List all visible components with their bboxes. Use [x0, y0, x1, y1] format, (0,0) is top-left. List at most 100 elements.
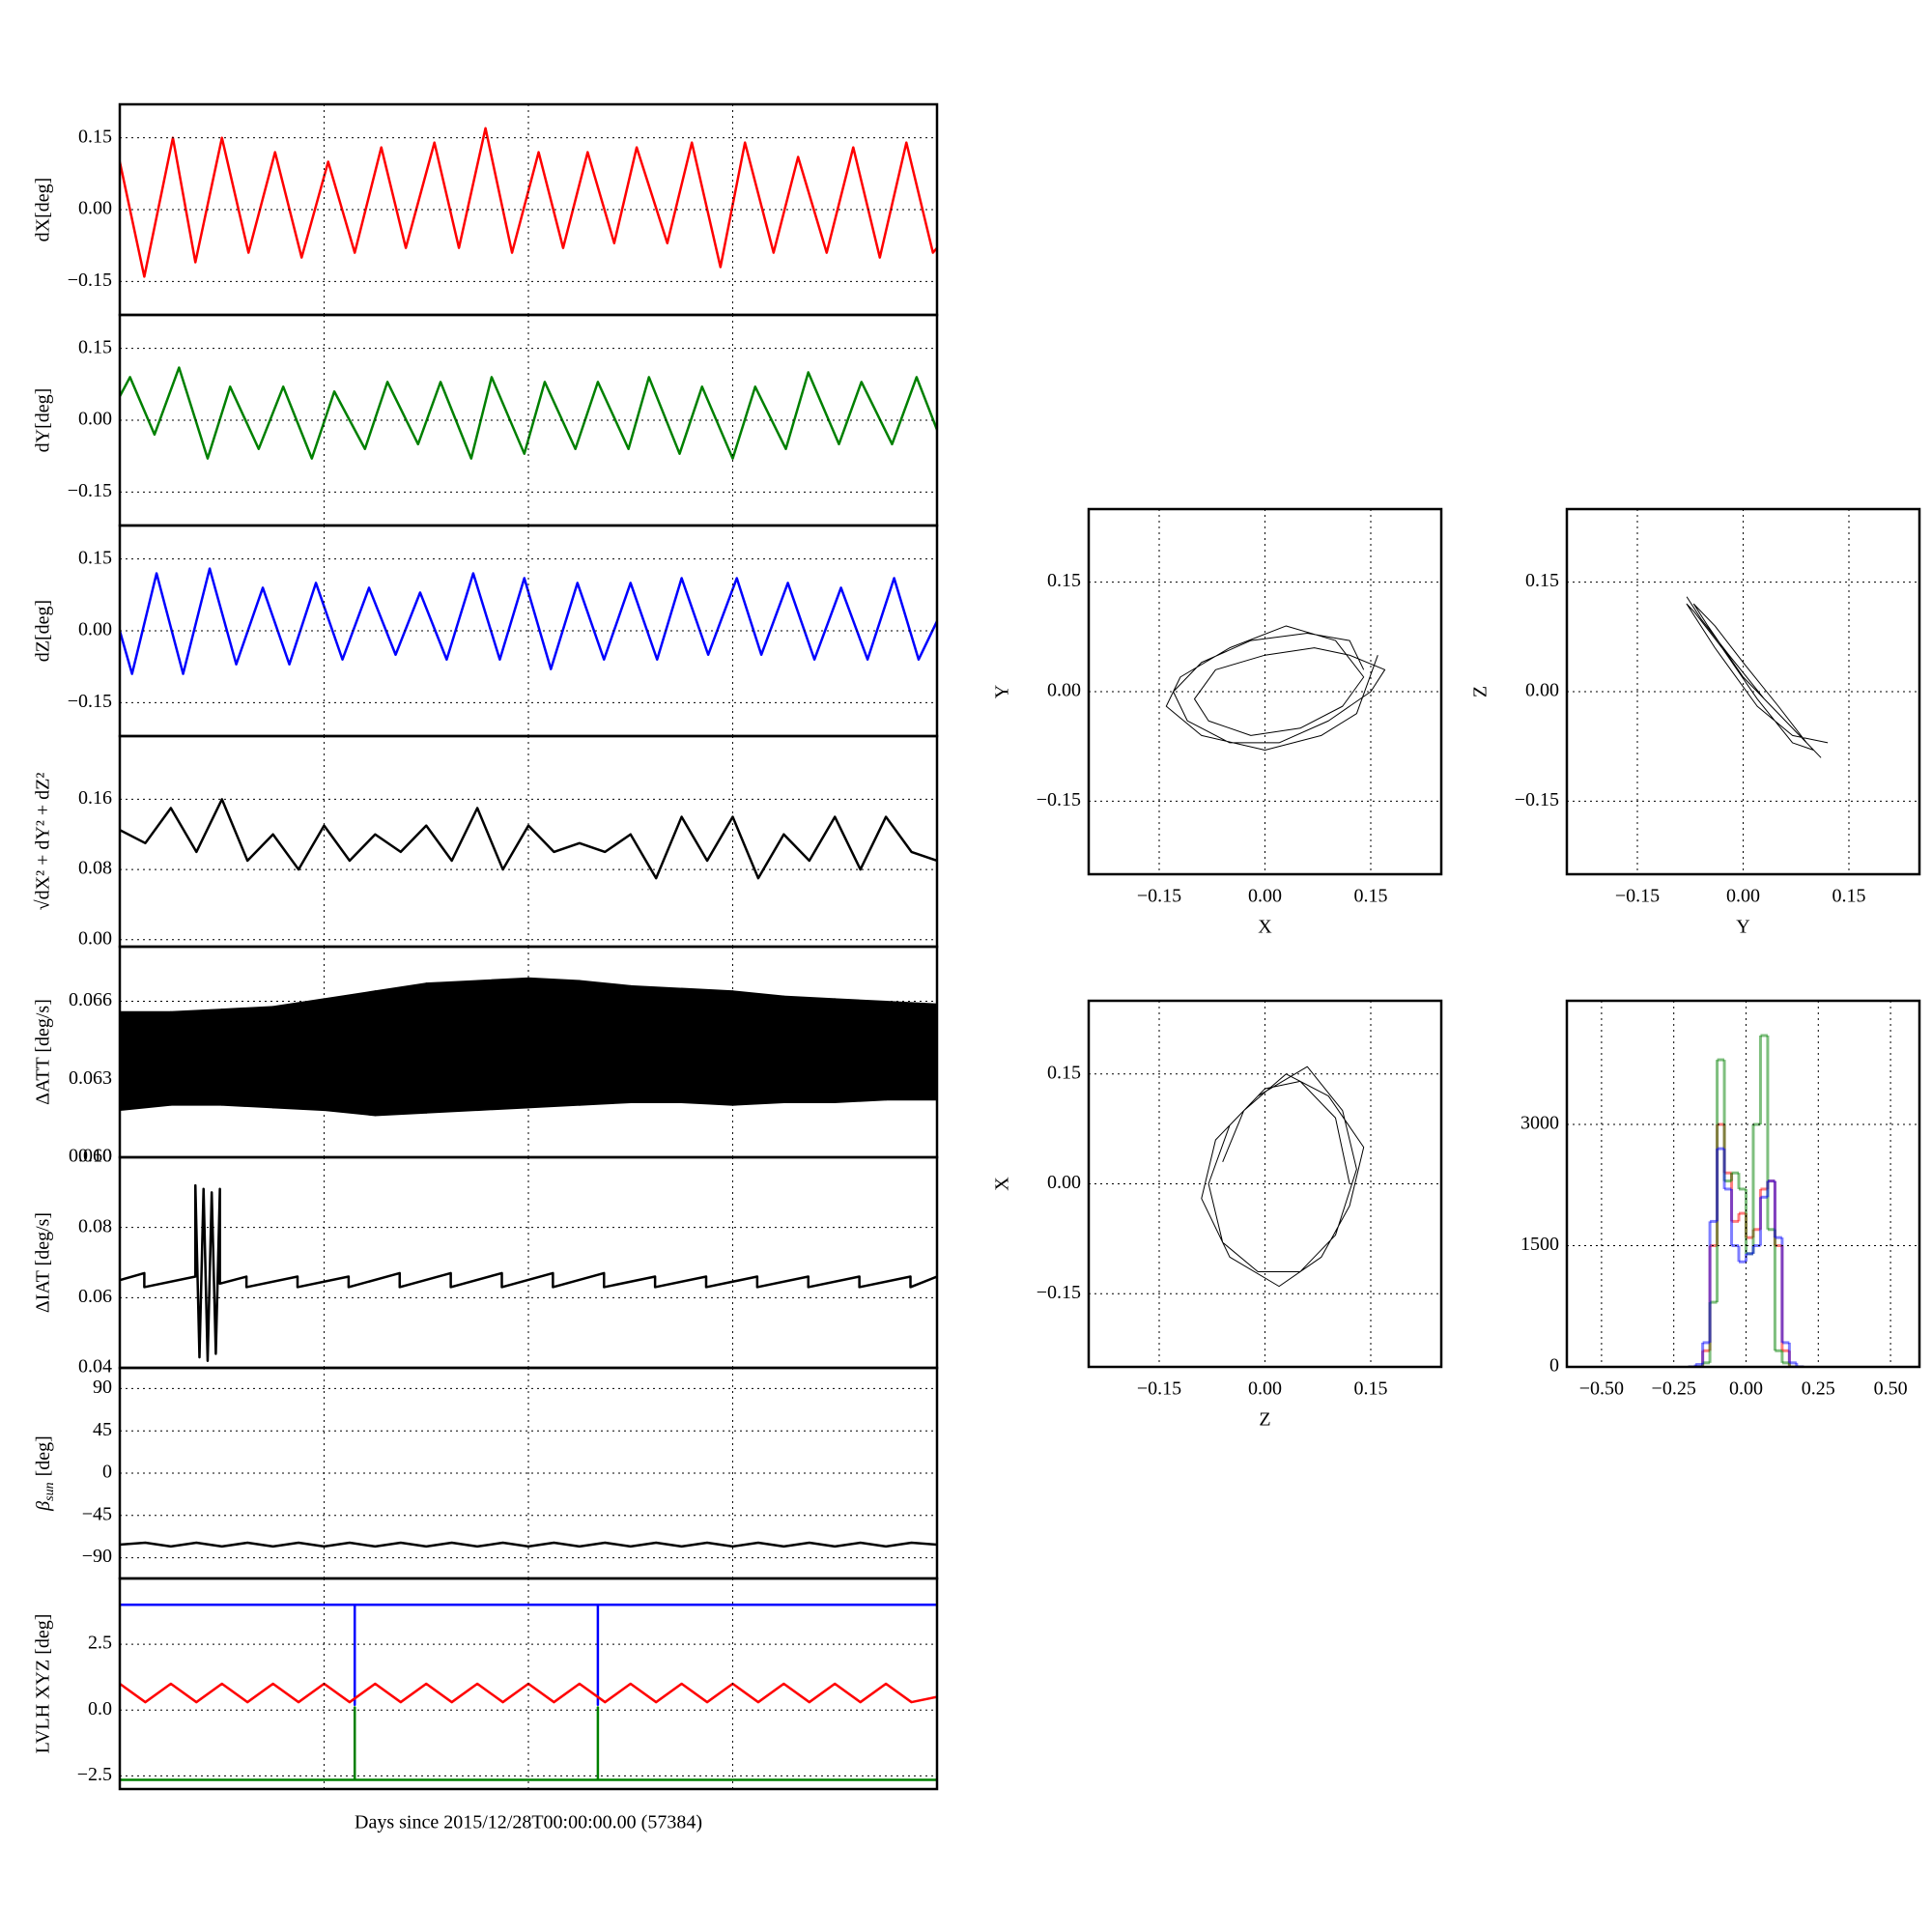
x-tick-label: 0.50	[1874, 1378, 1908, 1400]
y-tick-label: 0.15	[1525, 570, 1559, 591]
y-tick-label: 0.00	[78, 198, 112, 219]
y-tick-label: 0.066	[69, 989, 112, 1010]
x-tick-label: 0.25	[1802, 1378, 1835, 1400]
band-segment	[272, 998, 325, 1112]
x-axis-label: Z	[1259, 1409, 1270, 1431]
y-tick-label: 0.15	[78, 336, 112, 357]
y-tick-label: −0.15	[68, 480, 112, 501]
y-axis-label: Z	[1470, 686, 1492, 697]
y-tick-label: −90	[82, 1546, 112, 1567]
band-segment	[681, 987, 733, 1106]
x-axis-label: Days since 2015/12/28T00:00:00.00 (57384…	[355, 1812, 702, 1833]
data-line	[120, 127, 937, 278]
band-segment	[425, 980, 478, 1114]
plot-area	[120, 1183, 937, 1362]
y-tick-label: 0.08	[78, 1215, 112, 1236]
axes-frame	[1087, 507, 1443, 876]
plot-area	[120, 977, 937, 1117]
band-segment	[324, 990, 376, 1117]
y-tick-label: −2.5	[77, 1764, 112, 1785]
data-line	[1686, 596, 1829, 758]
y-tick-label: −0.15	[1515, 789, 1559, 810]
axes-frame	[118, 1577, 939, 1791]
x-tick-label: −0.15	[1137, 886, 1181, 907]
x-axis-label: X	[1258, 917, 1272, 938]
plot-area	[1688, 1034, 1804, 1367]
y-tick-label: 0.00	[1047, 1172, 1081, 1193]
data-line	[1165, 625, 1386, 751]
y-axis-label: ΔIAT [deg/s]	[33, 1212, 54, 1313]
plot-area	[1201, 1065, 1365, 1288]
y-tick-label: 0.00	[78, 409, 112, 430]
y-tick-label: 0.06	[78, 1286, 112, 1307]
x-tick-label: 0.00	[1726, 886, 1760, 907]
y-tick-label: 45	[93, 1419, 112, 1440]
data-line	[120, 1541, 937, 1548]
band-segment	[221, 1006, 274, 1109]
y-axis-label: dY[deg]	[33, 388, 54, 453]
x-tick-label: 0.00	[1248, 886, 1282, 907]
y-tick-label: 0.00	[1047, 680, 1081, 701]
y-axis-label: Y	[992, 685, 1013, 698]
y-tick-label: 0.15	[78, 547, 112, 568]
x-tick-label: 0.00	[1248, 1378, 1282, 1400]
data-line	[120, 1183, 937, 1362]
x-tick-label: −0.50	[1579, 1378, 1624, 1400]
plot-area	[120, 127, 937, 278]
axes-frame	[1087, 999, 1443, 1369]
band-segment	[885, 1000, 937, 1101]
y-axis-label: ΔATT [deg/s]	[33, 999, 54, 1105]
x-tick-label: 0.15	[1354, 886, 1388, 907]
y-tick-label: 0.04	[78, 1356, 112, 1378]
data-line	[120, 1604, 937, 1707]
y-tick-label: 2.5	[88, 1633, 112, 1654]
y-tick-label: −0.15	[1037, 789, 1081, 810]
y-axis-label: dZ[deg]	[33, 600, 54, 662]
band-segment	[476, 977, 529, 1112]
x-tick-label: 0.15	[1354, 1378, 1388, 1400]
x-tick-label: 0.15	[1833, 886, 1866, 907]
y-tick-label: 0.00	[1525, 680, 1559, 701]
band-segment	[630, 984, 683, 1103]
y-label-unit: [deg]	[33, 1435, 54, 1476]
plot-area	[120, 798, 937, 880]
y-axis-label: LVLH XYZ [deg]	[33, 1614, 54, 1754]
y-tick-label: 0.16	[78, 787, 112, 809]
y-tick-label: 0.15	[1047, 570, 1081, 591]
data-line	[120, 366, 937, 460]
y-tick-label: 90	[93, 1377, 112, 1398]
data-line	[120, 1682, 937, 1704]
y-tick-label: 0	[102, 1462, 112, 1483]
data-line	[1201, 1065, 1365, 1288]
y-tick-label: 0.00	[78, 619, 112, 640]
y-tick-label: 0.15	[1047, 1062, 1081, 1083]
y-tick-label: 0.08	[78, 858, 112, 879]
data-line	[120, 798, 937, 880]
y-tick-label: 0.063	[69, 1067, 112, 1089]
band-segment	[374, 982, 427, 1117]
plot-area	[120, 366, 937, 460]
y-label-symbol: β	[33, 1501, 54, 1512]
x-tick-label: −0.15	[1615, 886, 1660, 907]
y-axis-label: X	[992, 1177, 1013, 1191]
band-segment	[732, 990, 784, 1106]
y-tick-label: 0.00	[78, 927, 112, 949]
band-segment	[579, 980, 632, 1106]
band-segment	[527, 977, 581, 1109]
y-tick-label: −0.15	[68, 270, 112, 291]
band-segment	[782, 995, 836, 1103]
x-tick-label: −0.15	[1137, 1378, 1181, 1400]
y-tick-label: 0.0	[88, 1698, 112, 1719]
y-tick-label: 0.10	[78, 1146, 112, 1167]
x-tick-label: −0.25	[1652, 1378, 1696, 1400]
y-tick-label: 0.060	[69, 1146, 112, 1167]
plot-area	[1686, 596, 1829, 758]
x-axis-label: Y	[1736, 917, 1749, 938]
y-tick-label: −0.15	[68, 691, 112, 712]
y-axis-label: dX[deg]	[33, 178, 54, 242]
y-tick-label: 1500	[1520, 1234, 1559, 1255]
y-tick-label: 0.15	[78, 126, 112, 147]
plot-area	[1165, 625, 1386, 751]
y-tick-label: −0.15	[1037, 1282, 1081, 1303]
